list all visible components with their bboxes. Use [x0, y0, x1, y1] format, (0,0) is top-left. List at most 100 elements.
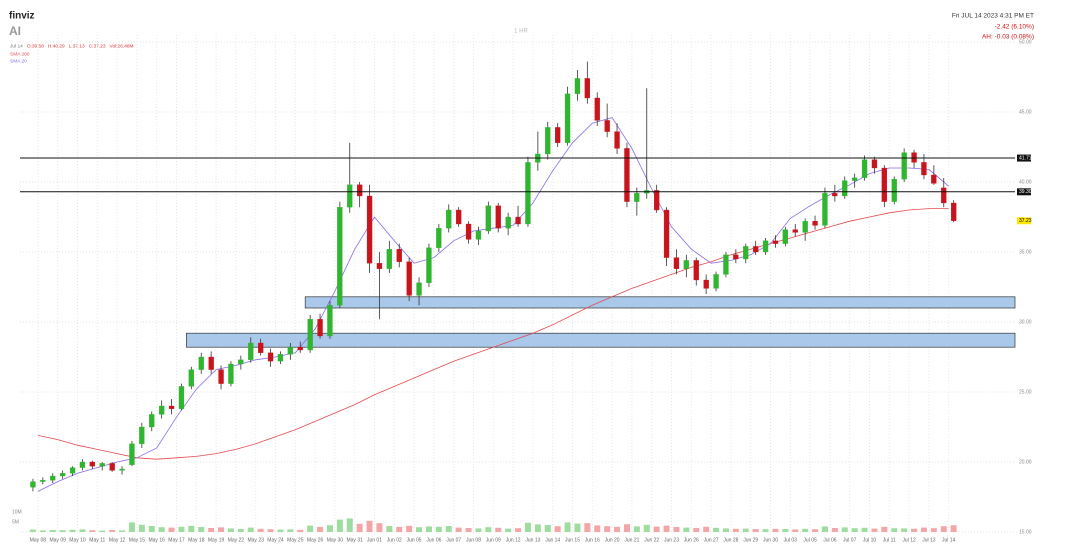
- volume-bar: [396, 526, 403, 532]
- x-tick-label: Jun 09: [486, 537, 501, 543]
- candle-body: [812, 221, 818, 226]
- volume-bar: [633, 526, 640, 532]
- volume-bar: [544, 525, 551, 532]
- info-text: O:39.58: [27, 43, 44, 49]
- volume-bar: [198, 527, 205, 532]
- volume-bar: [356, 523, 363, 532]
- volume-bar: [227, 528, 234, 532]
- candle-body: [248, 342, 254, 360]
- candle-body: [555, 127, 561, 143]
- volume-bar: [465, 528, 472, 532]
- candle-body: [218, 369, 224, 384]
- volume-bar: [594, 525, 601, 532]
- candle-body: [99, 463, 105, 467]
- candle-body: [604, 120, 610, 132]
- volume-bar: [435, 526, 442, 532]
- candle-body: [693, 260, 699, 281]
- volume-bar: [742, 528, 749, 532]
- zone: [304, 296, 1016, 309]
- x-tick-label: Jun 23: [664, 537, 679, 543]
- volume-bar: [802, 528, 809, 532]
- legend-entry: SMA 200: [10, 51, 30, 57]
- y-tick-label: 45.00: [1019, 109, 1032, 115]
- candle-body: [198, 356, 204, 370]
- candle-body: [782, 229, 788, 244]
- x-tick-label: Jun 12: [506, 537, 521, 543]
- volume-bar: [831, 528, 838, 532]
- candle-body: [911, 152, 917, 163]
- x-tick-label: May 12: [109, 537, 126, 543]
- candle-body: [951, 202, 957, 221]
- volume-bar: [614, 526, 621, 532]
- candle-body: [436, 228, 442, 248]
- volume-tick-label: 10M: [12, 509, 22, 515]
- volume-bar: [485, 527, 492, 532]
- candle-body: [832, 193, 838, 197]
- volume-bar: [386, 526, 393, 532]
- volume-bar: [713, 527, 720, 532]
- x-tick-label: May 23: [247, 537, 264, 543]
- candle-body: [446, 209, 452, 229]
- last-price-tag: [1017, 217, 1031, 225]
- x-tick-label: Jul 07: [843, 537, 857, 543]
- info-text: Jul 14: [10, 43, 23, 49]
- volume-bar: [564, 522, 571, 532]
- volume-bar: [515, 528, 522, 532]
- volume-bar: [782, 529, 789, 532]
- volume-bar: [901, 528, 908, 532]
- candle-body: [119, 468, 125, 471]
- x-tick-label: May 16: [148, 537, 165, 543]
- candle-body: [871, 159, 878, 169]
- candle-body: [30, 481, 36, 488]
- candle-body: [228, 363, 234, 384]
- x-tick-label: Jun 06: [426, 537, 441, 543]
- x-tick-label: Jun 26: [684, 537, 699, 543]
- volume-bar: [920, 527, 927, 532]
- x-tick-label: Jun 07: [446, 537, 461, 543]
- x-tick-label: Jun 27: [704, 537, 719, 543]
- x-tick-label: Jun 01: [367, 537, 382, 543]
- candle-body: [564, 93, 571, 143]
- candle-body: [69, 467, 76, 474]
- volume-bar: [584, 523, 591, 532]
- candle-body: [50, 475, 56, 481]
- volume-bar: [425, 526, 432, 532]
- volume-bar: [406, 525, 413, 532]
- volume-bar: [237, 529, 244, 532]
- candle-body: [723, 254, 729, 275]
- candle-body: [891, 179, 897, 202]
- candle-body: [941, 187, 947, 204]
- candle-body: [188, 369, 195, 387]
- x-tick-label: Jul 11: [883, 537, 896, 543]
- after-hours: AH: -0.03 (0.08%): [982, 34, 1034, 41]
- y-tick-label: 40.00: [1019, 179, 1032, 185]
- volume-bar: [29, 529, 36, 532]
- candle-body: [267, 352, 274, 362]
- candle-body: [158, 405, 165, 415]
- candle-body: [347, 184, 353, 208]
- x-tick-label: Jul 12: [902, 537, 916, 543]
- candle-body: [416, 282, 422, 296]
- volume-bar: [851, 528, 858, 532]
- candle-body: [277, 354, 284, 362]
- info-text: C:37.23: [89, 43, 106, 49]
- price-level-label: 39.30: [1019, 189, 1032, 195]
- volume-bar: [158, 527, 165, 532]
- volume-bar: [128, 522, 135, 532]
- x-tick-label: Jun 16: [585, 537, 600, 543]
- x-tick-label: May 09: [49, 537, 66, 543]
- volume-bar: [534, 524, 541, 532]
- x-tick-label: Jun 13: [525, 537, 540, 543]
- volume-bar: [168, 527, 175, 532]
- candle-body: [743, 246, 749, 260]
- price-level-label: 41.71: [1019, 155, 1032, 161]
- x-tick-label: May 17: [168, 537, 185, 543]
- volume-bar: [178, 526, 185, 532]
- volume-bar: [812, 529, 819, 532]
- volume-bar: [138, 524, 145, 532]
- y-tick-label: 15.00: [1019, 529, 1032, 535]
- ticker: AI: [9, 24, 21, 38]
- candle-body: [149, 414, 155, 428]
- x-tick-label: Jul 13: [922, 537, 936, 543]
